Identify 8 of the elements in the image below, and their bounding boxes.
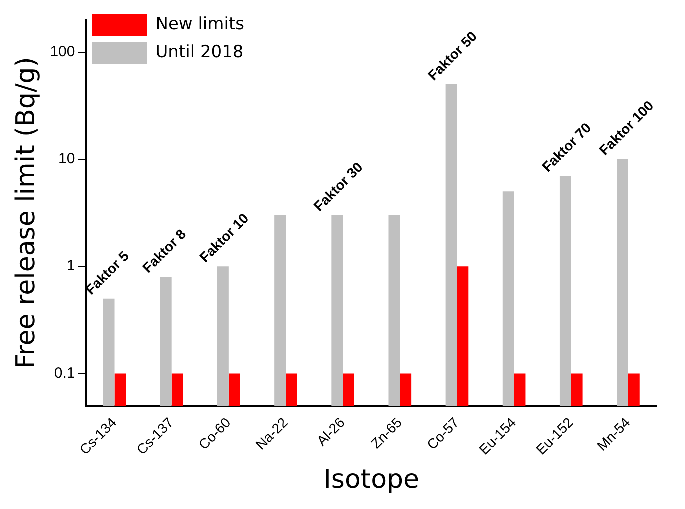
y-axis-title: Free release limit (Bq/g) [11, 57, 42, 369]
x-axis-title: Isotope [324, 465, 420, 496]
legend-label: New limits [156, 14, 245, 34]
y-tick-label: 0.1 [54, 364, 76, 382]
y-tick-label: 1 [66, 258, 76, 275]
y-tick-label: 100 [50, 43, 76, 60]
y-tick-label: 10 [58, 150, 76, 168]
legend-label: Until 2018 [156, 42, 244, 62]
